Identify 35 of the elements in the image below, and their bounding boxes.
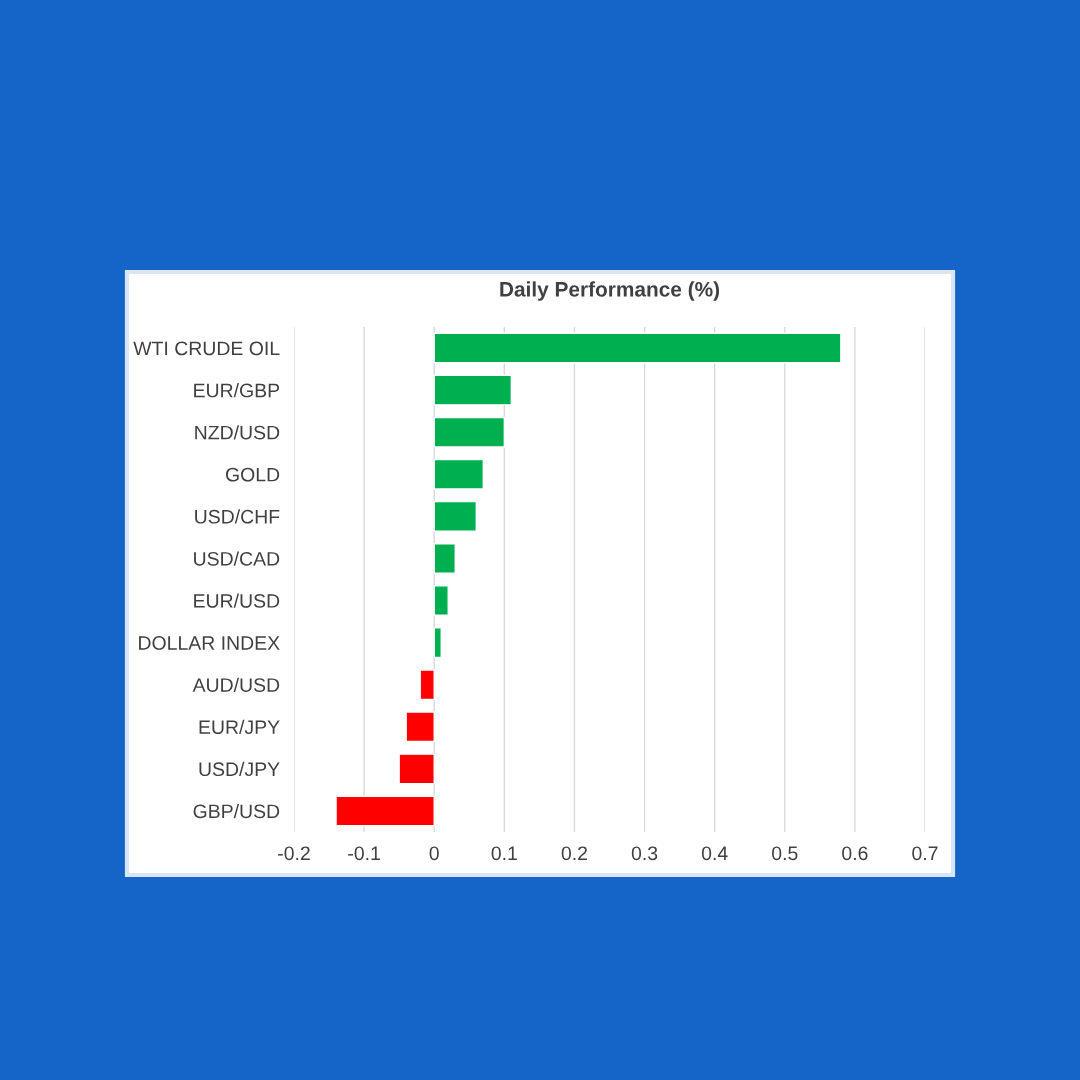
bar xyxy=(433,500,477,532)
y-tick-label: GOLD xyxy=(225,467,280,482)
y-tick-label: GBP/USD xyxy=(193,803,280,819)
bar xyxy=(405,711,435,743)
x-tick-label: 0.5 xyxy=(772,846,798,861)
bar xyxy=(433,458,484,490)
y-tick-label: AUD/USD xyxy=(192,677,280,692)
x-tick-label: -0.2 xyxy=(278,846,310,861)
y-tick-label: USD/CAD xyxy=(194,551,280,566)
bar xyxy=(419,669,435,701)
bar xyxy=(433,543,456,574)
y-tick-label: EUR/JPY xyxy=(199,719,280,735)
y-tick-label: EUR/USD xyxy=(194,593,280,608)
bar xyxy=(433,332,842,364)
y-tick-label: USD/JPY xyxy=(199,761,280,777)
y-tick-label: USD/CHF xyxy=(195,509,280,524)
bar xyxy=(433,585,449,616)
y-tick-label: NZD/USD xyxy=(195,425,280,440)
y-tick-label: EUR/GBP xyxy=(194,383,280,398)
x-tick-label: -0.1 xyxy=(348,846,380,861)
bar xyxy=(398,753,435,785)
x-tick-label: 0.4 xyxy=(701,846,728,861)
x-tick-label: 0.2 xyxy=(561,846,587,861)
chart-title: Daily Performance (%) xyxy=(500,281,720,301)
bar xyxy=(433,416,506,448)
bar xyxy=(433,627,442,659)
x-tick-label: 0.7 xyxy=(912,846,938,861)
y-tick-label: WTI CRUDE OIL xyxy=(133,341,280,356)
x-tick-label: 0.1 xyxy=(491,846,517,861)
y-tick-label: DOLLAR INDEX xyxy=(139,636,280,650)
x-tick-label: 0.6 xyxy=(842,846,868,861)
x-tick-label: 0.3 xyxy=(631,846,658,861)
bar xyxy=(433,374,513,406)
x-tick-label: 0 xyxy=(429,846,439,861)
bar xyxy=(335,795,435,827)
